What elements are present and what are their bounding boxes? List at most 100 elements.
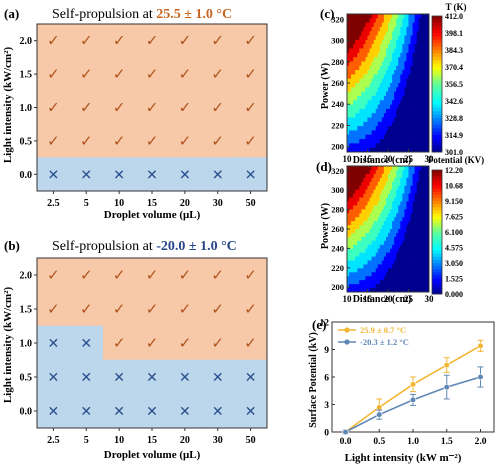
panel-c-heatmap-cell xyxy=(422,70,426,75)
panel-d-heatmap-cell xyxy=(373,225,377,230)
panel-d-heatmap-cell xyxy=(418,189,422,194)
panel-d-heatmap-cell xyxy=(373,280,377,285)
panel-d-heatmap-cell xyxy=(416,260,420,265)
panel-d-heatmap-cell xyxy=(381,177,385,183)
panel-d-heatmap-cell xyxy=(394,197,397,202)
panel-d-heatmap-cell xyxy=(414,169,418,175)
panel-d-heatmap-cell xyxy=(418,201,422,206)
panel-c-heatmap-cell xyxy=(424,22,428,28)
panel-c-heatmap-cell xyxy=(367,78,370,84)
panel-c-heatmap-cell xyxy=(408,52,411,58)
panel-c-colorbar-segment xyxy=(432,141,442,146)
panel-c-heatmap-cell xyxy=(351,87,354,93)
panel-d-heatmap-cell xyxy=(402,252,405,257)
panel-d-heatmap-cell xyxy=(406,217,409,222)
panel-d-heatmap-cell xyxy=(416,221,420,226)
panel-d-heatmap-cell xyxy=(402,205,405,210)
panel-d-heatmap-cell xyxy=(375,173,379,179)
panel-c-heatmap-cell xyxy=(359,26,362,32)
panel-d-heatmap-cell xyxy=(422,225,426,230)
panel-c-heatmap-cell xyxy=(377,48,381,54)
panel-d-heatmap-cell xyxy=(353,209,356,214)
panel-c-heatmap-cell xyxy=(361,31,364,36)
panel-d-heatmap-cell xyxy=(398,272,401,277)
panel-c-heatmap-cell xyxy=(359,87,362,93)
panel-c-heatmap-cell xyxy=(363,83,366,88)
panel-c-heatmap-cell xyxy=(367,48,370,54)
panel-c-heatmap-cell xyxy=(357,95,360,101)
panel-c-heatmap-cell xyxy=(394,57,397,62)
panel-d-heatmap-cell xyxy=(404,276,407,281)
panel-d-heatmap-cell xyxy=(402,272,405,277)
panel-d-heatmap-cell xyxy=(367,248,370,254)
panel-d-heatmap-cell xyxy=(385,166,389,171)
panel-c-heatmap-cell xyxy=(379,130,383,136)
panel-d-heatmap-cell xyxy=(408,256,411,261)
panel-d-heatmap-cell xyxy=(381,181,385,187)
panel-c-heatmap-cell xyxy=(359,113,362,118)
panel-c-heatmap-cell xyxy=(355,44,358,49)
panel-c-heatmap-cell xyxy=(353,147,356,153)
panel-d-heatmap-cell xyxy=(388,205,391,210)
panel-c-heatmap-cell xyxy=(353,74,356,80)
panel-c-heatmap-cell xyxy=(367,104,370,110)
panel-c-heatmap-cell xyxy=(351,83,354,88)
panel-d-heatmap-cell xyxy=(381,221,385,226)
panel-d-heatmap-cell xyxy=(396,169,399,175)
panel-c-y-tick-label: 200 xyxy=(331,142,344,152)
panel-d-heatmap-cell xyxy=(424,209,428,214)
panel-c-colorbar-segment xyxy=(432,36,442,41)
panel-d-heatmap-cell xyxy=(402,213,405,218)
panel-c-heatmap-cell xyxy=(410,31,413,36)
panel-c-heatmap-cell xyxy=(414,113,418,118)
panel-d-heatmap-cell xyxy=(363,197,366,202)
panel-d-heatmap-cell xyxy=(353,264,356,269)
panel-c-heatmap-cell xyxy=(406,52,409,58)
panel-d-heatmap-cell xyxy=(422,189,426,194)
panel-d-heatmap-cell xyxy=(424,280,428,285)
panel-c-heatmap-cell xyxy=(392,57,395,62)
panel-c-heatmap-cell xyxy=(394,134,397,140)
panel-d-heatmap-cell xyxy=(351,205,354,210)
panel-d-heatmap-cell xyxy=(369,236,372,242)
panel-d-heatmap-cell xyxy=(347,256,350,261)
panel-c-heatmap-cell xyxy=(426,78,430,84)
panel-d-heatmap-cell xyxy=(353,173,356,179)
panel-c-heatmap-cell xyxy=(367,22,370,28)
panel-d-heatmap-cell xyxy=(383,181,387,187)
panel-c-heatmap-cell xyxy=(406,91,409,97)
panel-d-heatmap-cell xyxy=(422,181,426,187)
panel-d-heatmap-cell xyxy=(408,232,411,238)
panel-c-heatmap-cell xyxy=(418,57,422,62)
panel-c-heatmap-cell xyxy=(351,91,354,97)
panel-d-heatmap-cell xyxy=(381,189,385,194)
panel-c-heatmap-cell xyxy=(398,52,401,58)
panel-d-heatmap-cell xyxy=(392,166,395,171)
panel-c-heatmap-cell xyxy=(359,143,362,149)
panel-c-heatmap-cell xyxy=(365,91,368,97)
panel-c-heatmap-cell xyxy=(373,14,377,19)
panel-e-x-tick-label: 1.5 xyxy=(441,437,453,447)
panel-c-heatmap-cell xyxy=(398,95,401,101)
panel-d-heatmap-cell xyxy=(385,185,389,191)
panel-d-heatmap-cell xyxy=(414,248,418,254)
panel-c-heatmap-cell xyxy=(377,100,381,105)
panel-d-heatmap-cell xyxy=(390,284,393,289)
panel-c-heatmap-cell xyxy=(379,108,383,114)
panel-c-heatmap-cell xyxy=(375,134,379,140)
panel-c-heatmap-cell xyxy=(381,26,385,32)
panel-c-heatmap-cell xyxy=(351,44,354,49)
panel-d-heatmap-cell xyxy=(398,173,401,179)
panel-d-heatmap-cell xyxy=(365,205,368,210)
panel-c-heatmap-cell xyxy=(357,65,360,71)
panel-d-heatmap-cell xyxy=(363,272,366,277)
panel-c-heatmap-cell xyxy=(400,74,403,80)
panel-d-heatmap-cell xyxy=(420,240,424,246)
panel-c-heatmap-cell xyxy=(402,26,405,32)
panel-d-heatmap-cell xyxy=(367,284,370,289)
panel-c-heatmap-cell xyxy=(402,35,405,41)
panel-d-heatmap-cell xyxy=(388,272,391,277)
panel-d-heatmap-cell xyxy=(381,272,385,277)
panel-c-heatmap-cell xyxy=(408,100,411,105)
panel-e-legend-marker xyxy=(344,327,350,333)
